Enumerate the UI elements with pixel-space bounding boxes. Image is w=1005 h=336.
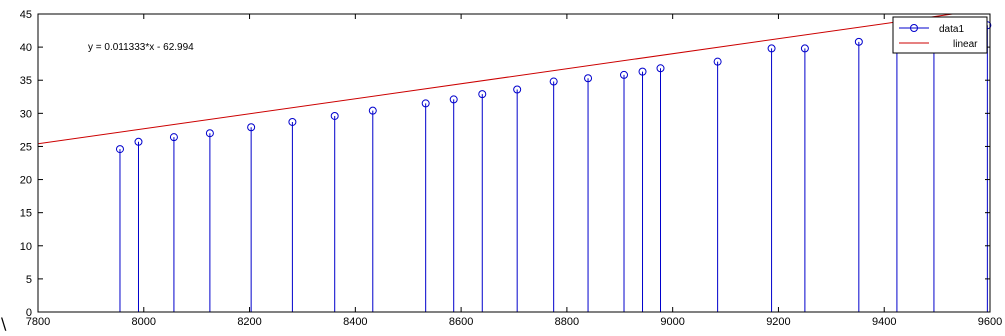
data-point [205,129,214,138]
legend-label-linear: linear [953,39,978,50]
y-tick-label: 25 [20,141,32,153]
x-tick-label: 8000 [132,316,156,328]
x-tick-label: 8600 [449,316,473,328]
y-tick-label: 45 [20,9,32,21]
plot-area [38,14,990,312]
y-tick-label: 35 [20,75,32,87]
y-tick-label: 20 [20,175,32,187]
data-point [330,111,339,120]
y-tick-label: 30 [20,108,32,120]
axes-box [37,13,991,313]
axes [37,13,991,313]
data-point [368,106,377,115]
data-point [549,77,558,86]
data-point [449,95,458,104]
y-tick-label: 5 [26,274,32,286]
x-tick-label: 9200 [766,316,790,328]
fit-equation-annotation: y = 0.011333*x - 62.994 [88,42,194,53]
data-point [656,64,665,73]
data-point [134,137,143,146]
x-tick-label: 9400 [872,316,896,328]
data-point [115,145,124,154]
x-tick-label: 8800 [555,316,579,328]
data-point [169,133,178,142]
data-point [584,74,593,83]
data-point [478,90,487,99]
data-point [638,67,647,76]
legend-box [892,16,988,54]
stem-lines [119,25,988,312]
legend-marker-data1 [910,24,918,32]
x-tick-label: 9000 [660,316,684,328]
data-point [421,99,430,108]
y-tick-label: 10 [20,241,32,253]
y-tick-label: 40 [20,42,32,54]
x-tick-label: 8400 [343,316,367,328]
plot-background [38,14,990,312]
fit-line-linear [38,14,957,145]
legend-label-data1: data1 [939,24,964,35]
legend: data1 linear [892,16,988,54]
data-point [800,44,809,53]
fit-line-layer [38,14,957,145]
data-point [513,85,522,94]
data-point [767,44,776,53]
data-point [288,117,297,126]
x-tick-label: 7800 [26,316,50,328]
x-tick-label: 8200 [237,316,261,328]
y-tick-label: 15 [20,208,32,220]
data-point [247,123,256,132]
y-tick-label: 0 [26,307,32,319]
data-point [713,57,722,66]
stray-backslash-text: \ [1,314,7,333]
data-point [620,70,629,79]
data-markers [115,21,992,154]
data-point [854,37,863,46]
x-tick-label: 9600 [978,316,1002,328]
